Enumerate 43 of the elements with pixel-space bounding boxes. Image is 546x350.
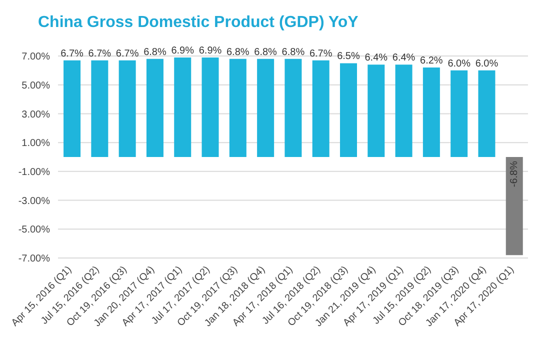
y-tick-label: -1.00% — [18, 166, 50, 178]
data-label: 6.0% — [448, 58, 471, 70]
data-label: 6.7% — [116, 48, 139, 60]
bar — [395, 64, 412, 157]
bar — [312, 60, 330, 157]
data-label: 6.4% — [392, 52, 416, 64]
bar — [118, 60, 136, 157]
data-label: 6.8% — [144, 46, 166, 58]
data-label: 6.4% — [364, 52, 388, 64]
bar — [229, 58, 246, 157]
data-label: 6.7% — [60, 48, 84, 60]
y-tick-label: 7.00% — [22, 52, 50, 63]
bar — [284, 58, 302, 157]
data-label: 6.9% — [171, 45, 194, 56]
data-label: 6.8% — [226, 46, 250, 58]
data-label: 6.0% — [475, 58, 498, 70]
data-label: 6.8% — [282, 46, 305, 58]
bar — [146, 58, 164, 157]
y-tick-label: -3.00% — [18, 196, 50, 207]
y-tick-label: 3.00% — [22, 109, 50, 120]
bar — [506, 157, 523, 256]
data-label: 6.9% — [198, 45, 222, 56]
bar — [91, 60, 108, 157]
bar — [202, 57, 219, 157]
y-tick-label: 1.00% — [22, 138, 50, 150]
chart-title: China Gross Domestic Product (GDP) YoY — [37, 13, 360, 33]
data-label: 6.7% — [309, 48, 332, 60]
bar — [450, 70, 468, 157]
data-label: 6.2% — [420, 56, 443, 67]
bar — [340, 63, 357, 157]
y-tick-label: -7.00% — [18, 254, 50, 265]
bar — [64, 60, 81, 157]
bar — [478, 70, 496, 157]
bar — [174, 57, 192, 157]
y-tick-label: -5.00% — [18, 224, 50, 236]
data-label: 6.8% — [254, 46, 278, 58]
y-tick-label: 5.00% — [22, 80, 50, 92]
bar — [368, 64, 385, 157]
data-label: 6.7% — [88, 48, 112, 60]
bar — [422, 68, 440, 157]
data-label: 6.5% — [337, 51, 360, 62]
data-label: -6.8% — [508, 160, 520, 188]
bar — [257, 58, 274, 157]
